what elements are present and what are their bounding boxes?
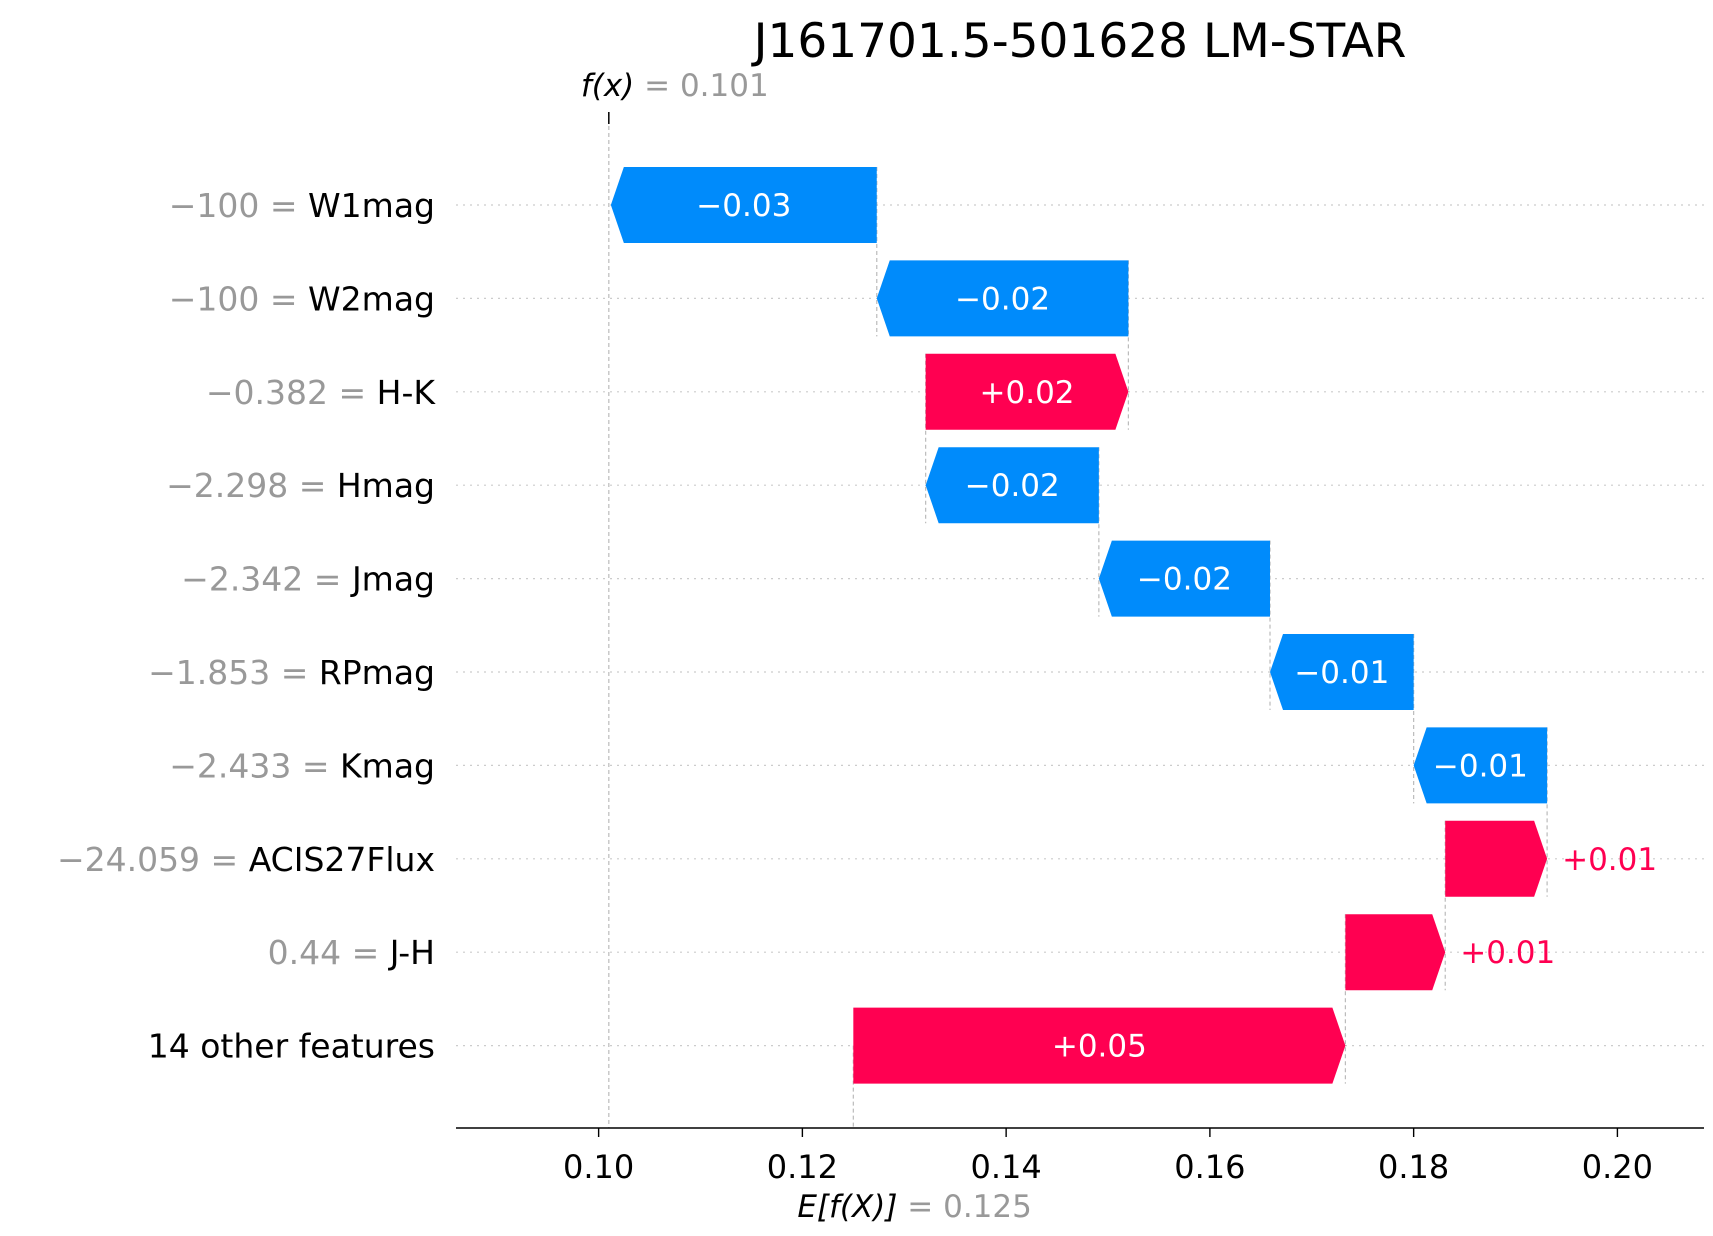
feature-name: RPmag [319,653,435,692]
shap-value-label: −0.02 [955,281,1050,317]
feature-value: −24.059 = [57,840,249,879]
positive-shap-bar [1445,820,1548,897]
shap-value-label: +0.02 [980,375,1075,411]
chart-title: J161701.5-501628 LM-STAR [751,14,1407,69]
shap-value-label: +0.05 [1052,1029,1147,1065]
x-axis: 0.10 0.12 0.14 0.16 0.18 0.20 [456,1127,1704,1186]
feature-name: H-K [377,373,437,412]
feature-value: 0.44 = [268,933,390,972]
positive-shap-bar [853,1007,1346,1084]
positive-shap-bar [925,353,1129,430]
shap-value-label: −0.01 [1433,748,1528,784]
shap-value-label: +0.01 [1460,935,1555,971]
feature-name: J-H [388,933,435,972]
feature-label: −2.342 = Jmag [181,560,435,599]
feature-value: −2.433 = [169,746,340,785]
shap-value-label: −0.02 [1137,562,1232,598]
feature-value: −100 = [169,186,308,225]
negative-shap-bar [925,447,1099,524]
feature-name: Hmag [337,466,435,505]
shap-value-label: +0.01 [1562,842,1657,878]
shap-value-label: −0.01 [1294,655,1389,691]
feature-label: 0.44 = J-H [268,933,435,972]
x-tick-label: 0.20 [1582,1148,1653,1186]
feature-name: ACIS27Flux [249,840,435,879]
feature-label: −1.853 = RPmag [148,653,435,692]
efx-label: E[f(X)] = 0.125 [797,1189,1032,1225]
x-tick-label: 0.10 [563,1148,634,1186]
feature-value: −2.342 = [181,560,352,599]
feature-label: −100 = W1mag [169,186,435,225]
feature-name: Kmag [340,746,435,785]
label-layer: −0.03 −100 = W1mag −0.02 −100 = W2mag +0.02 −… [57,68,1657,1225]
negative-shap-bar [876,260,1129,337]
negative-shap-bar [1098,540,1271,617]
feature-value: −0.382 = [206,373,377,412]
feature-label: −2.298 = Hmag [166,466,435,505]
x-tick-label: 0.12 [767,1148,838,1186]
fx-label-value: = 0.101 [644,68,769,104]
feature-name: W1mag [308,186,435,225]
feature-value: −1.853 = [148,653,319,692]
feature-name: 14 other features [148,1027,435,1066]
negative-shap-bar [1270,634,1414,710]
fx-label-symbol: f(x) [581,68,644,104]
efx-label-value: = 0.125 [907,1189,1032,1225]
feature-name: Jmag [350,560,435,599]
bar-layer [610,167,1548,1084]
x-tick-label: 0.14 [971,1148,1042,1186]
feature-label: −0.382 = H-K [206,373,436,412]
negative-shap-bar [610,167,877,243]
feature-label: −24.059 = ACIS27Flux [57,840,435,879]
feature-label: −2.433 = Kmag [169,746,435,785]
x-tick-label: 0.18 [1378,1148,1449,1186]
fx-label: f(x) = 0.101 [581,68,769,104]
feature-value: −2.298 = [166,466,337,505]
efx-label-symbol: E[f(X)] [797,1189,907,1225]
feature-label: −100 = W2mag [169,279,435,318]
shap-value-label: −0.02 [965,468,1060,504]
feature-name: W2mag [308,279,435,318]
x-tick-label: 0.16 [1174,1148,1245,1186]
positive-shap-bar [1345,914,1446,991]
negative-shap-bar [1413,727,1548,804]
feature-label: 14 other features [148,1027,435,1066]
shap-value-label: −0.03 [696,188,791,224]
feature-value: −100 = [169,279,308,318]
